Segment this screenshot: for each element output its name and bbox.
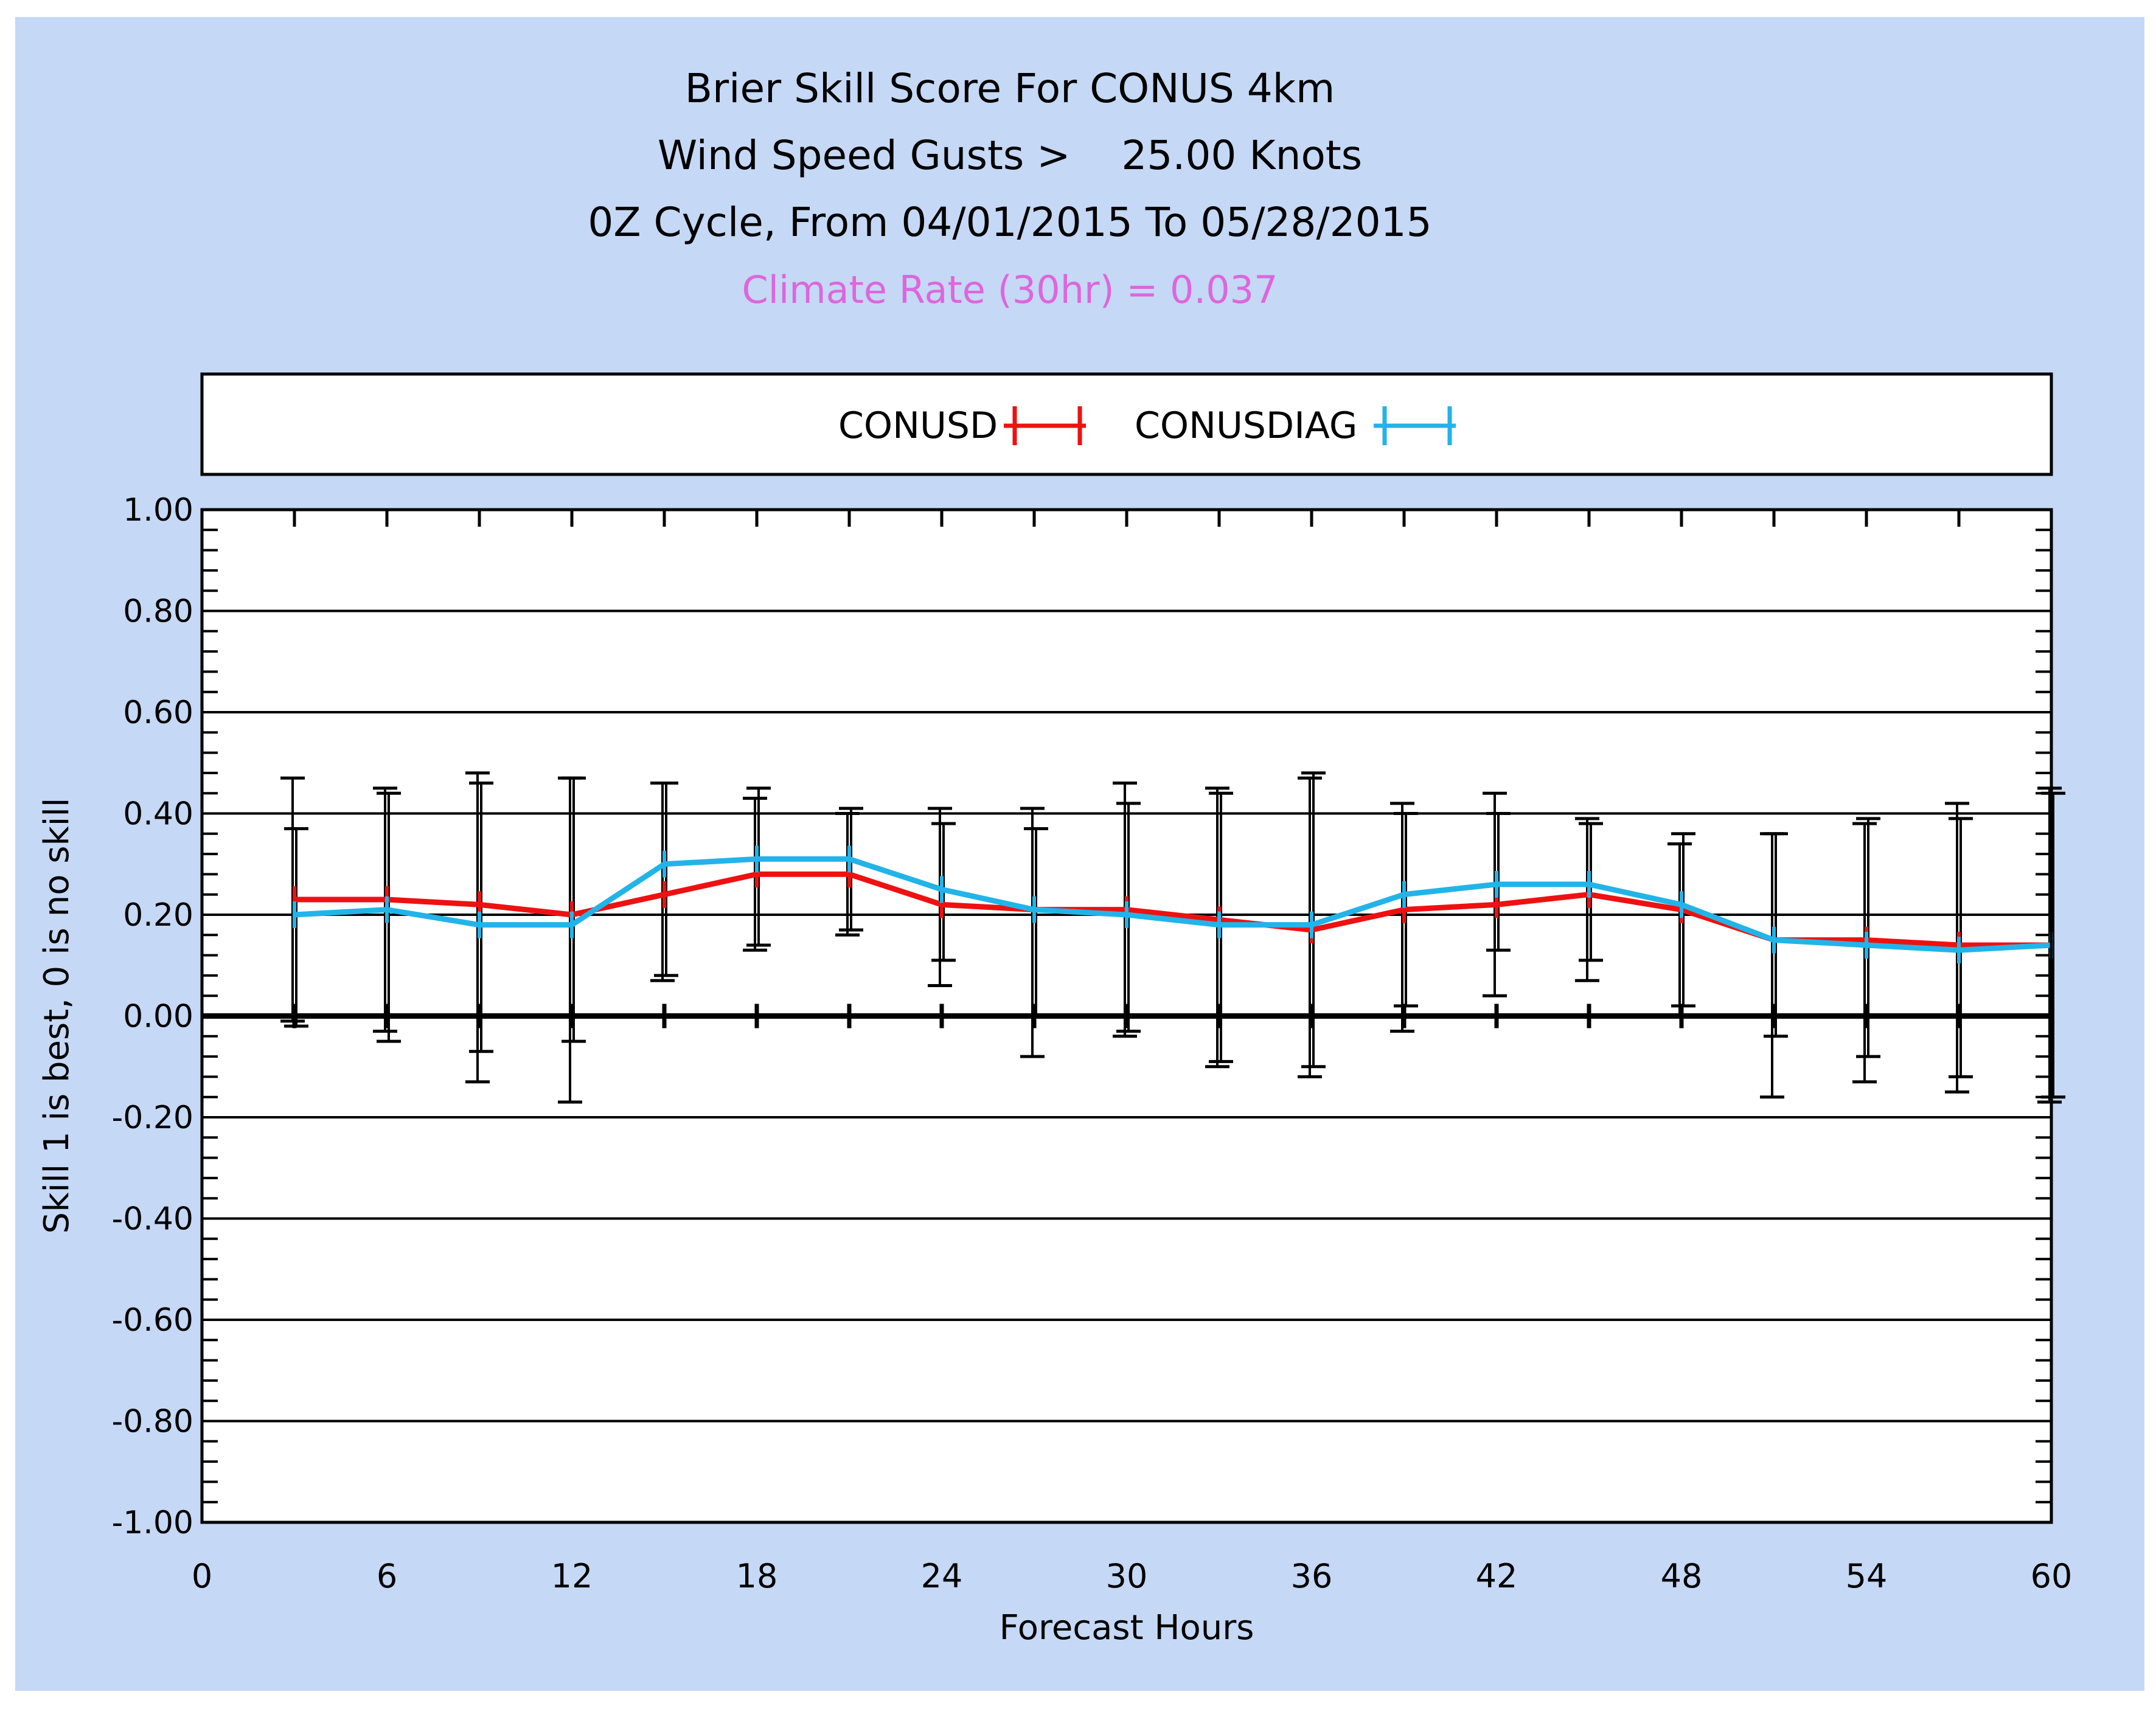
y-tick-label: -0.20 [111, 1100, 193, 1136]
chart-subtitle-threshold: Wind Speed Gusts > 25.00 Knots [658, 132, 1362, 179]
chart-subtitle-cycle: 0Z Cycle, From 04/01/2015 To 05/28/2015 [588, 199, 1431, 246]
y-tick-label: 0.20 [123, 897, 193, 934]
y-tick-label: -0.40 [111, 1201, 193, 1238]
y-tick-label: 0.80 [123, 594, 193, 630]
legend-box [200, 372, 2053, 476]
x-tick-label: 0 [192, 1557, 212, 1595]
x-tick-label: 6 [377, 1557, 397, 1595]
y-tick-label: -1.00 [111, 1505, 193, 1541]
x-tick-label: 12 [551, 1557, 593, 1595]
legend-label-conusdiag: CONUSDIAG [1135, 404, 1357, 447]
y-tick-label: 0.40 [123, 796, 193, 833]
x-tick-label: 30 [1106, 1557, 1148, 1595]
climate-rate-annotation: Climate Rate (30hr) = 0.037 [742, 268, 1278, 312]
x-axis-label: Forecast Hours [1000, 1608, 1254, 1648]
x-tick-label: 54 [1846, 1557, 1888, 1595]
legend-swatch-conusd [1004, 406, 1086, 445]
line-conusdiag [294, 856, 2052, 953]
y-tick-label: -0.80 [111, 1404, 193, 1440]
y-tick-label: 0.00 [123, 999, 193, 1035]
x-tick-label: 42 [1476, 1557, 1518, 1595]
x-tick-labels: 0 6 12 18 24 30 36 42 48 54 60 [192, 1557, 2073, 1595]
legend-swatch-conusdiag [1374, 406, 1456, 445]
x-tick-label: 60 [2031, 1557, 2073, 1595]
legend-label-conusd: CONUSD [838, 404, 998, 447]
y-axis-label: Skill 1 is best, 0 is no skill [37, 798, 77, 1234]
y-tick-label: -0.60 [111, 1302, 193, 1339]
x-tick-label: 18 [736, 1557, 778, 1595]
y-tick-label: 0.60 [123, 695, 193, 731]
x-tick-label: 24 [921, 1557, 963, 1595]
series-conusdiag [293, 845, 2053, 964]
zero-line-ticks [292, 1004, 2054, 1028]
minor-ticks [200, 508, 2053, 1524]
x-tick-label: 48 [1661, 1557, 1703, 1595]
y-tick-label: 1.00 [123, 492, 193, 529]
chart-title: Brier Skill Score For CONUS 4km [685, 65, 1335, 112]
x-tick-label: 36 [1291, 1557, 1333, 1595]
y-tick-labels: 1.00 0.80 0.60 0.40 0.20 0.00 -0.20 -0.40 -0.60 -… [111, 492, 193, 1541]
